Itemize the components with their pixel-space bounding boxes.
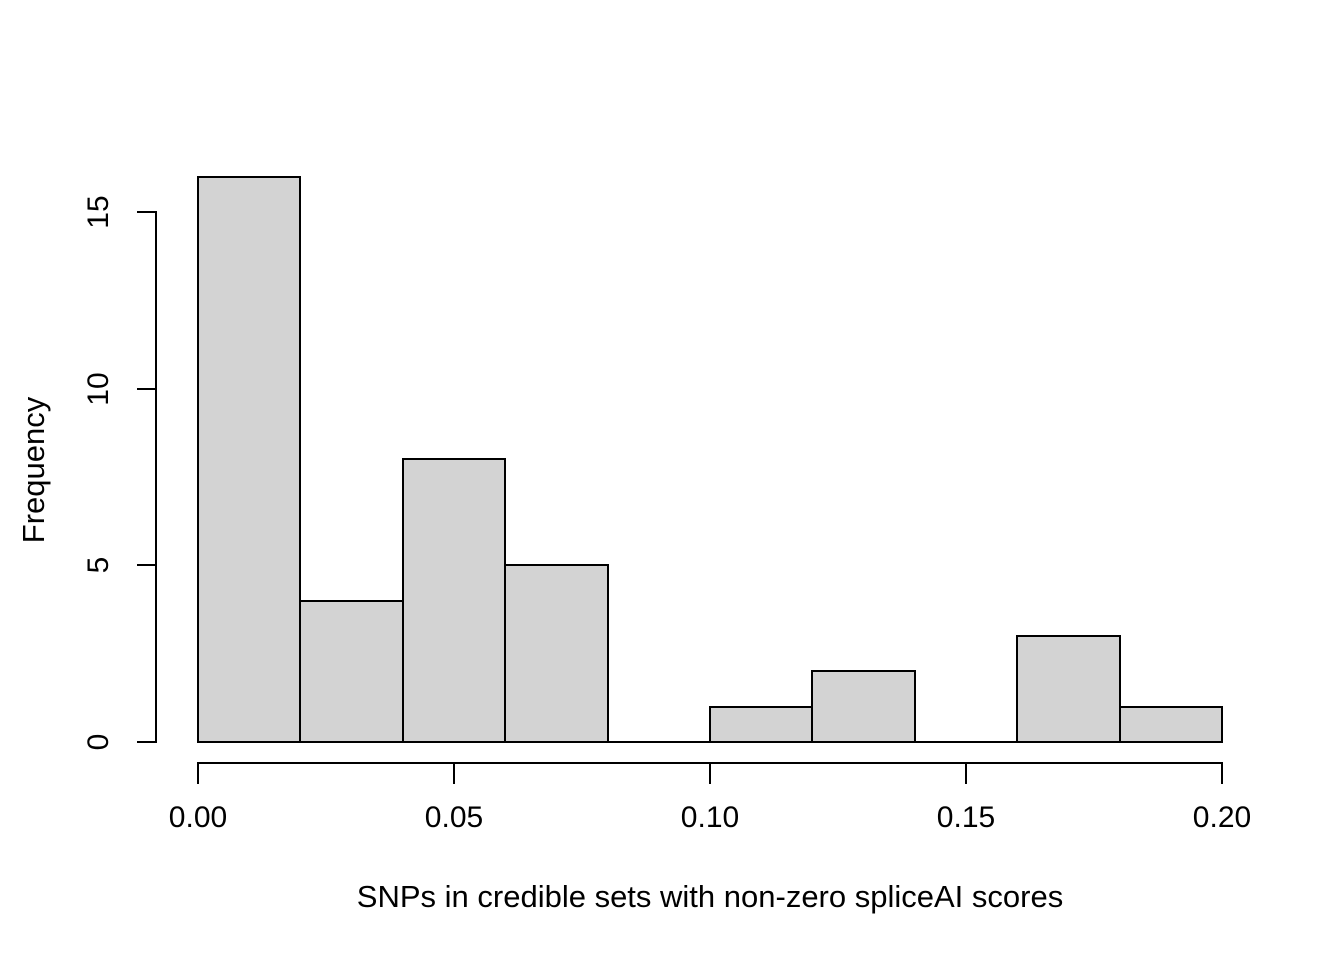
y-axis-tick-label: 0: [82, 733, 115, 751]
histogram-bar: [1016, 635, 1121, 743]
x-axis-tick-label: 0.05: [424, 801, 484, 834]
histogram-bar: [197, 175, 302, 743]
histogram-bar: [299, 599, 404, 743]
y-axis-tick-label: 15: [82, 195, 115, 229]
histogram-bar: [709, 705, 814, 743]
x-axis-tick: [453, 762, 455, 784]
histogram-bar: [401, 458, 507, 743]
x-axis-tick: [1221, 762, 1223, 784]
y-axis-tick: [137, 211, 157, 213]
y-axis-title: Frequency: [16, 396, 51, 544]
x-axis-tick-label: 0.20: [1192, 801, 1252, 834]
histogram-bar: [504, 564, 609, 743]
x-axis-title: SNPs in credible sets with non-zero spli…: [356, 879, 1064, 914]
x-axis-tick-label: 0.00: [168, 801, 228, 834]
y-axis-tick: [137, 741, 157, 743]
x-axis-tick-label: 0.10: [680, 801, 740, 834]
x-axis-tick: [197, 762, 199, 784]
histogram-bar: [811, 670, 916, 743]
x-axis-tick: [709, 762, 711, 784]
y-axis-tick-label: 5: [82, 556, 115, 574]
x-axis-tick-label: 0.15: [936, 801, 996, 834]
y-axis-tick: [137, 564, 157, 567]
y-axis-line: [155, 211, 157, 743]
zero-baseline: [197, 741, 1223, 743]
y-axis-tick: [137, 387, 157, 390]
histogram-bar: [1118, 705, 1223, 743]
y-axis-tick-label: 10: [82, 371, 115, 406]
x-axis-tick: [965, 762, 967, 784]
